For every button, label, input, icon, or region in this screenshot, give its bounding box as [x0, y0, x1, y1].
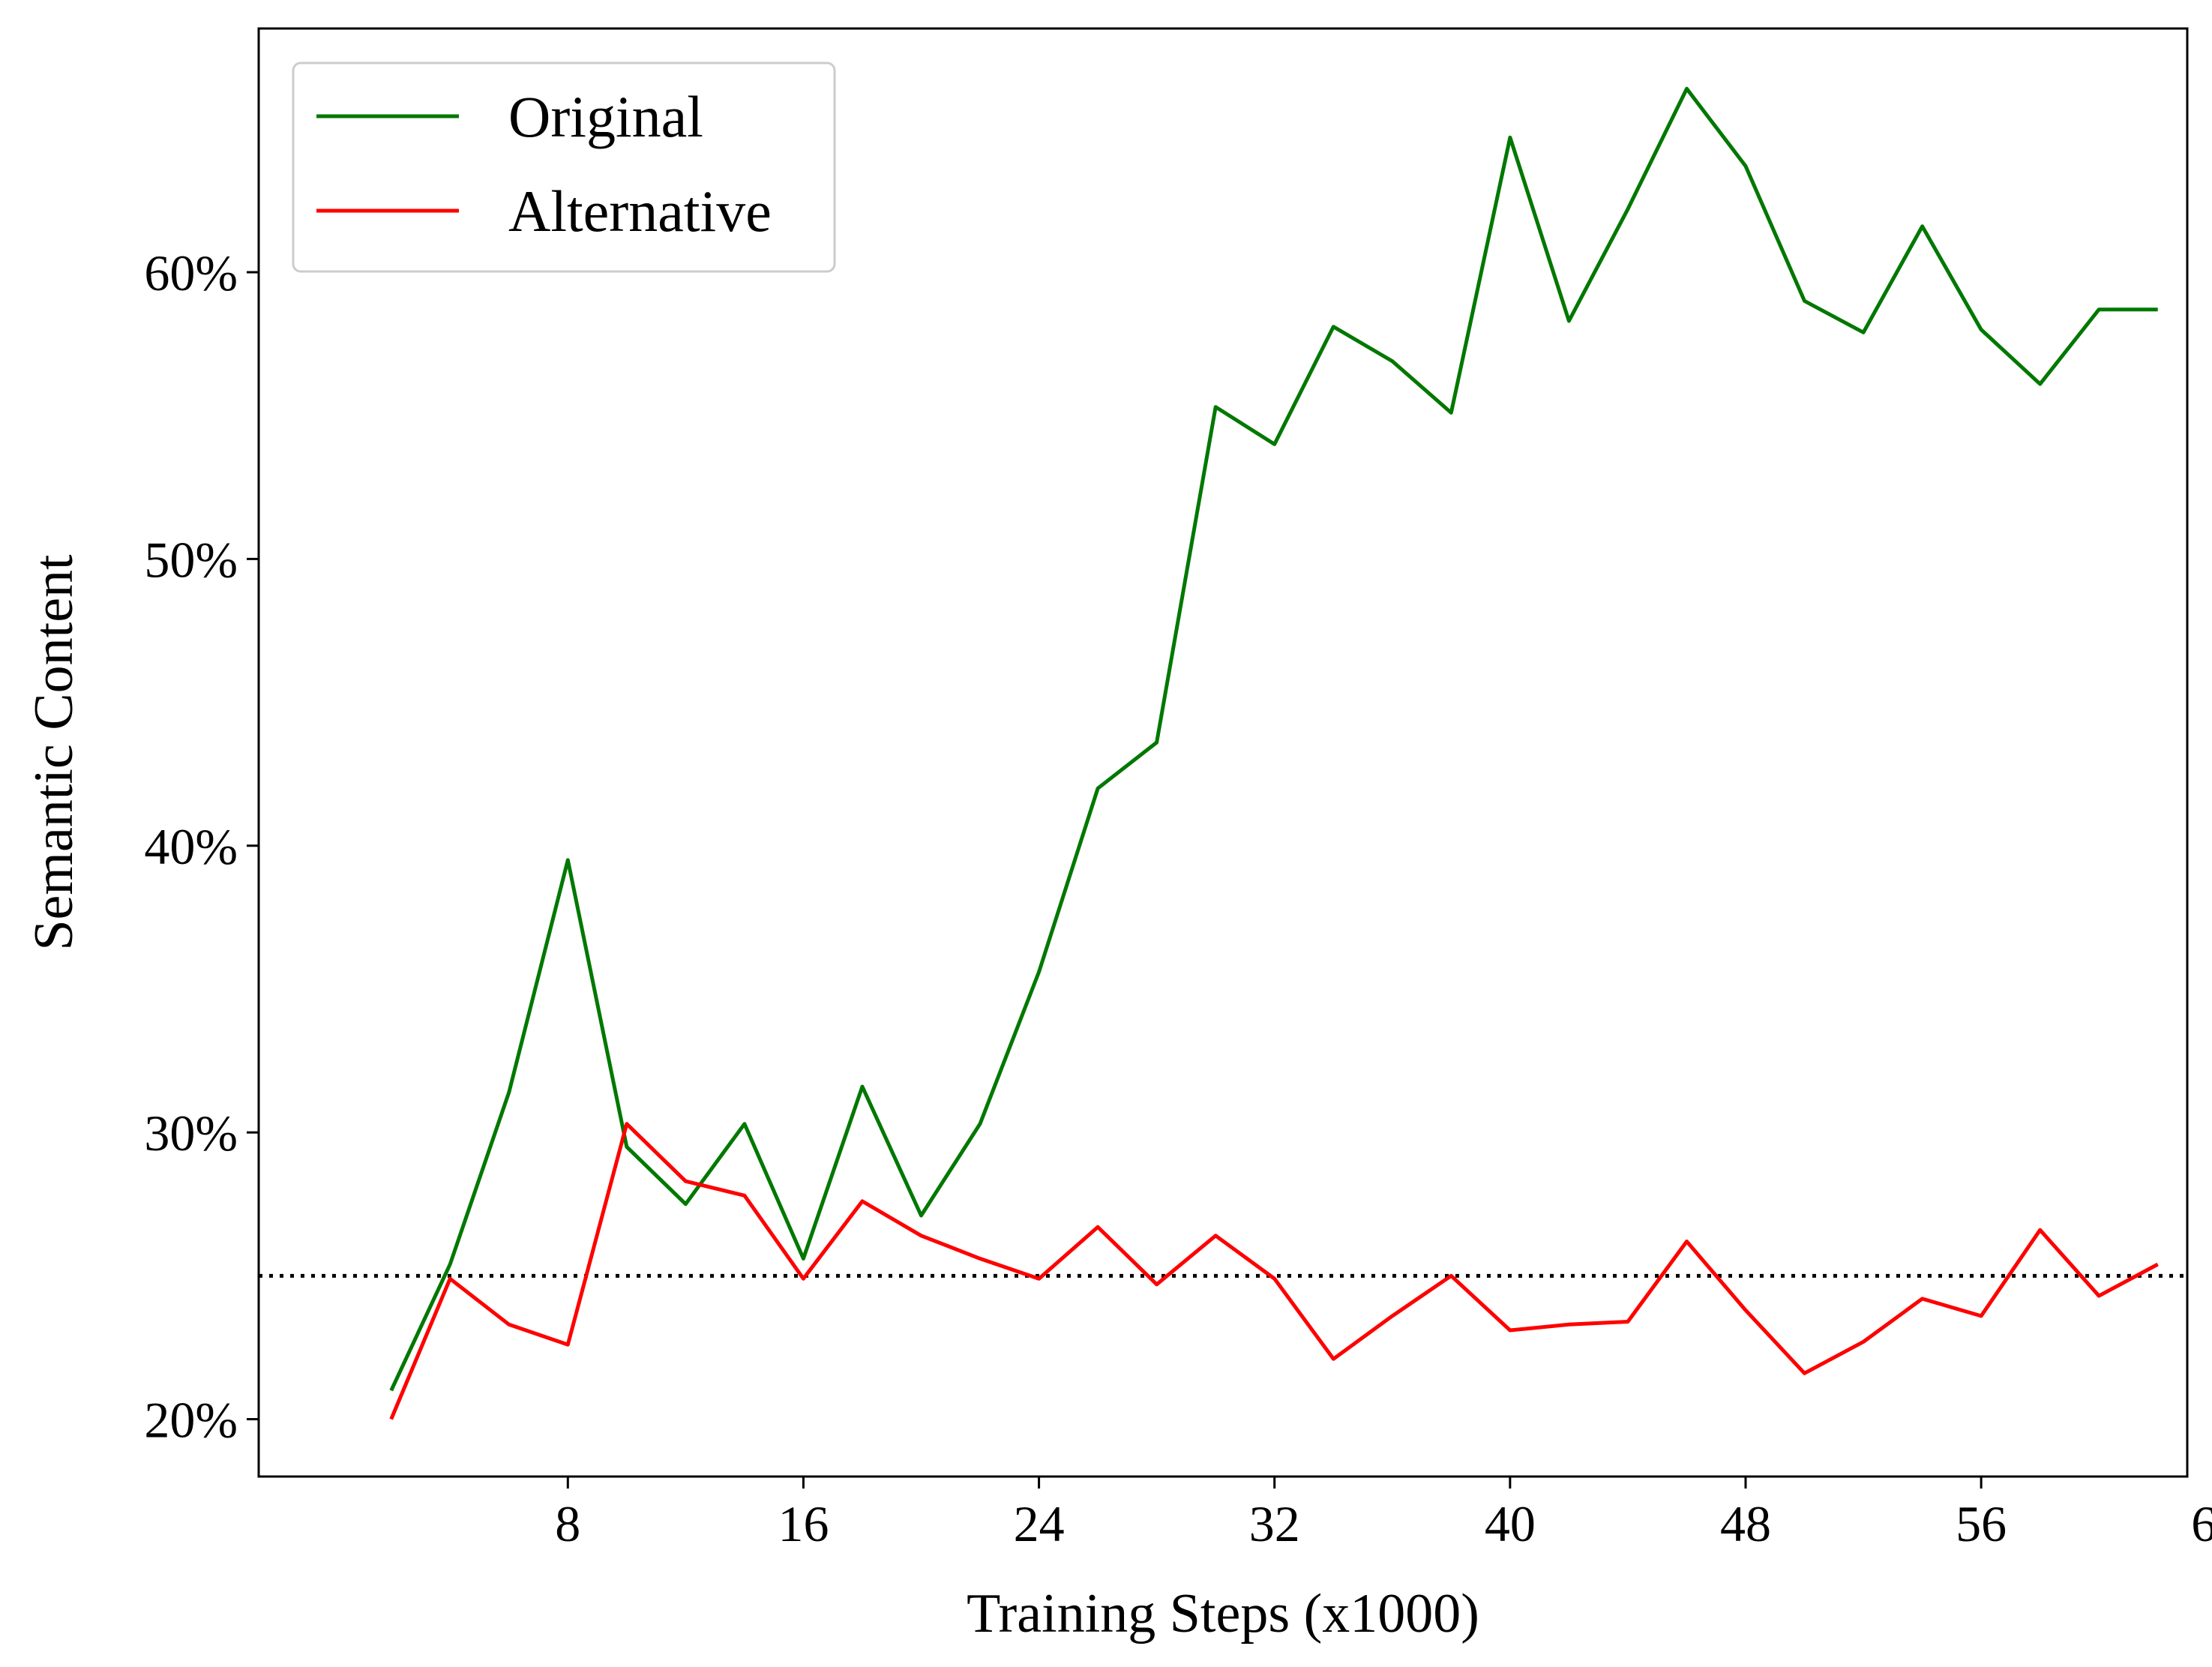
x-tick-label: 56 — [1956, 1495, 2007, 1552]
y-axis-label: Semantic Content — [23, 554, 85, 951]
legend: Original Alternative — [292, 61, 836, 273]
y-axis-ticks: 20% 30% 40% 50% 60% — [144, 244, 259, 1449]
y-tick-label: 30% — [144, 1105, 238, 1162]
x-tick-label: 48 — [1720, 1495, 1771, 1552]
x-tick-label: 24 — [1014, 1495, 1065, 1552]
x-axis-label: Training Steps (x1000) — [967, 1583, 1479, 1645]
y-tick-label: 60% — [144, 244, 238, 301]
x-tick-label: 16 — [778, 1495, 829, 1552]
x-tick-label: 32 — [1249, 1495, 1300, 1552]
legend-label-alternative: Alternative — [508, 178, 772, 244]
series-line-alternative — [389, 1122, 2159, 1420]
x-tick-label: 40 — [1485, 1495, 1536, 1552]
y-tick-label: 50% — [144, 531, 238, 588]
series-line-original — [389, 86, 2158, 1392]
x-tick-label: 64 — [2191, 1495, 2212, 1552]
plot-frame — [257, 27, 2189, 1478]
series-group — [389, 86, 2159, 1420]
plot-area — [257, 27, 2189, 1478]
legend-label-original: Original — [508, 84, 703, 149]
x-axis-ticks: 8 16 24 32 40 48 56 64 — [555, 1477, 2212, 1552]
y-tick-label: 20% — [144, 1392, 238, 1449]
y-tick-label: 40% — [144, 818, 238, 875]
x-tick-label: 8 — [555, 1495, 580, 1552]
